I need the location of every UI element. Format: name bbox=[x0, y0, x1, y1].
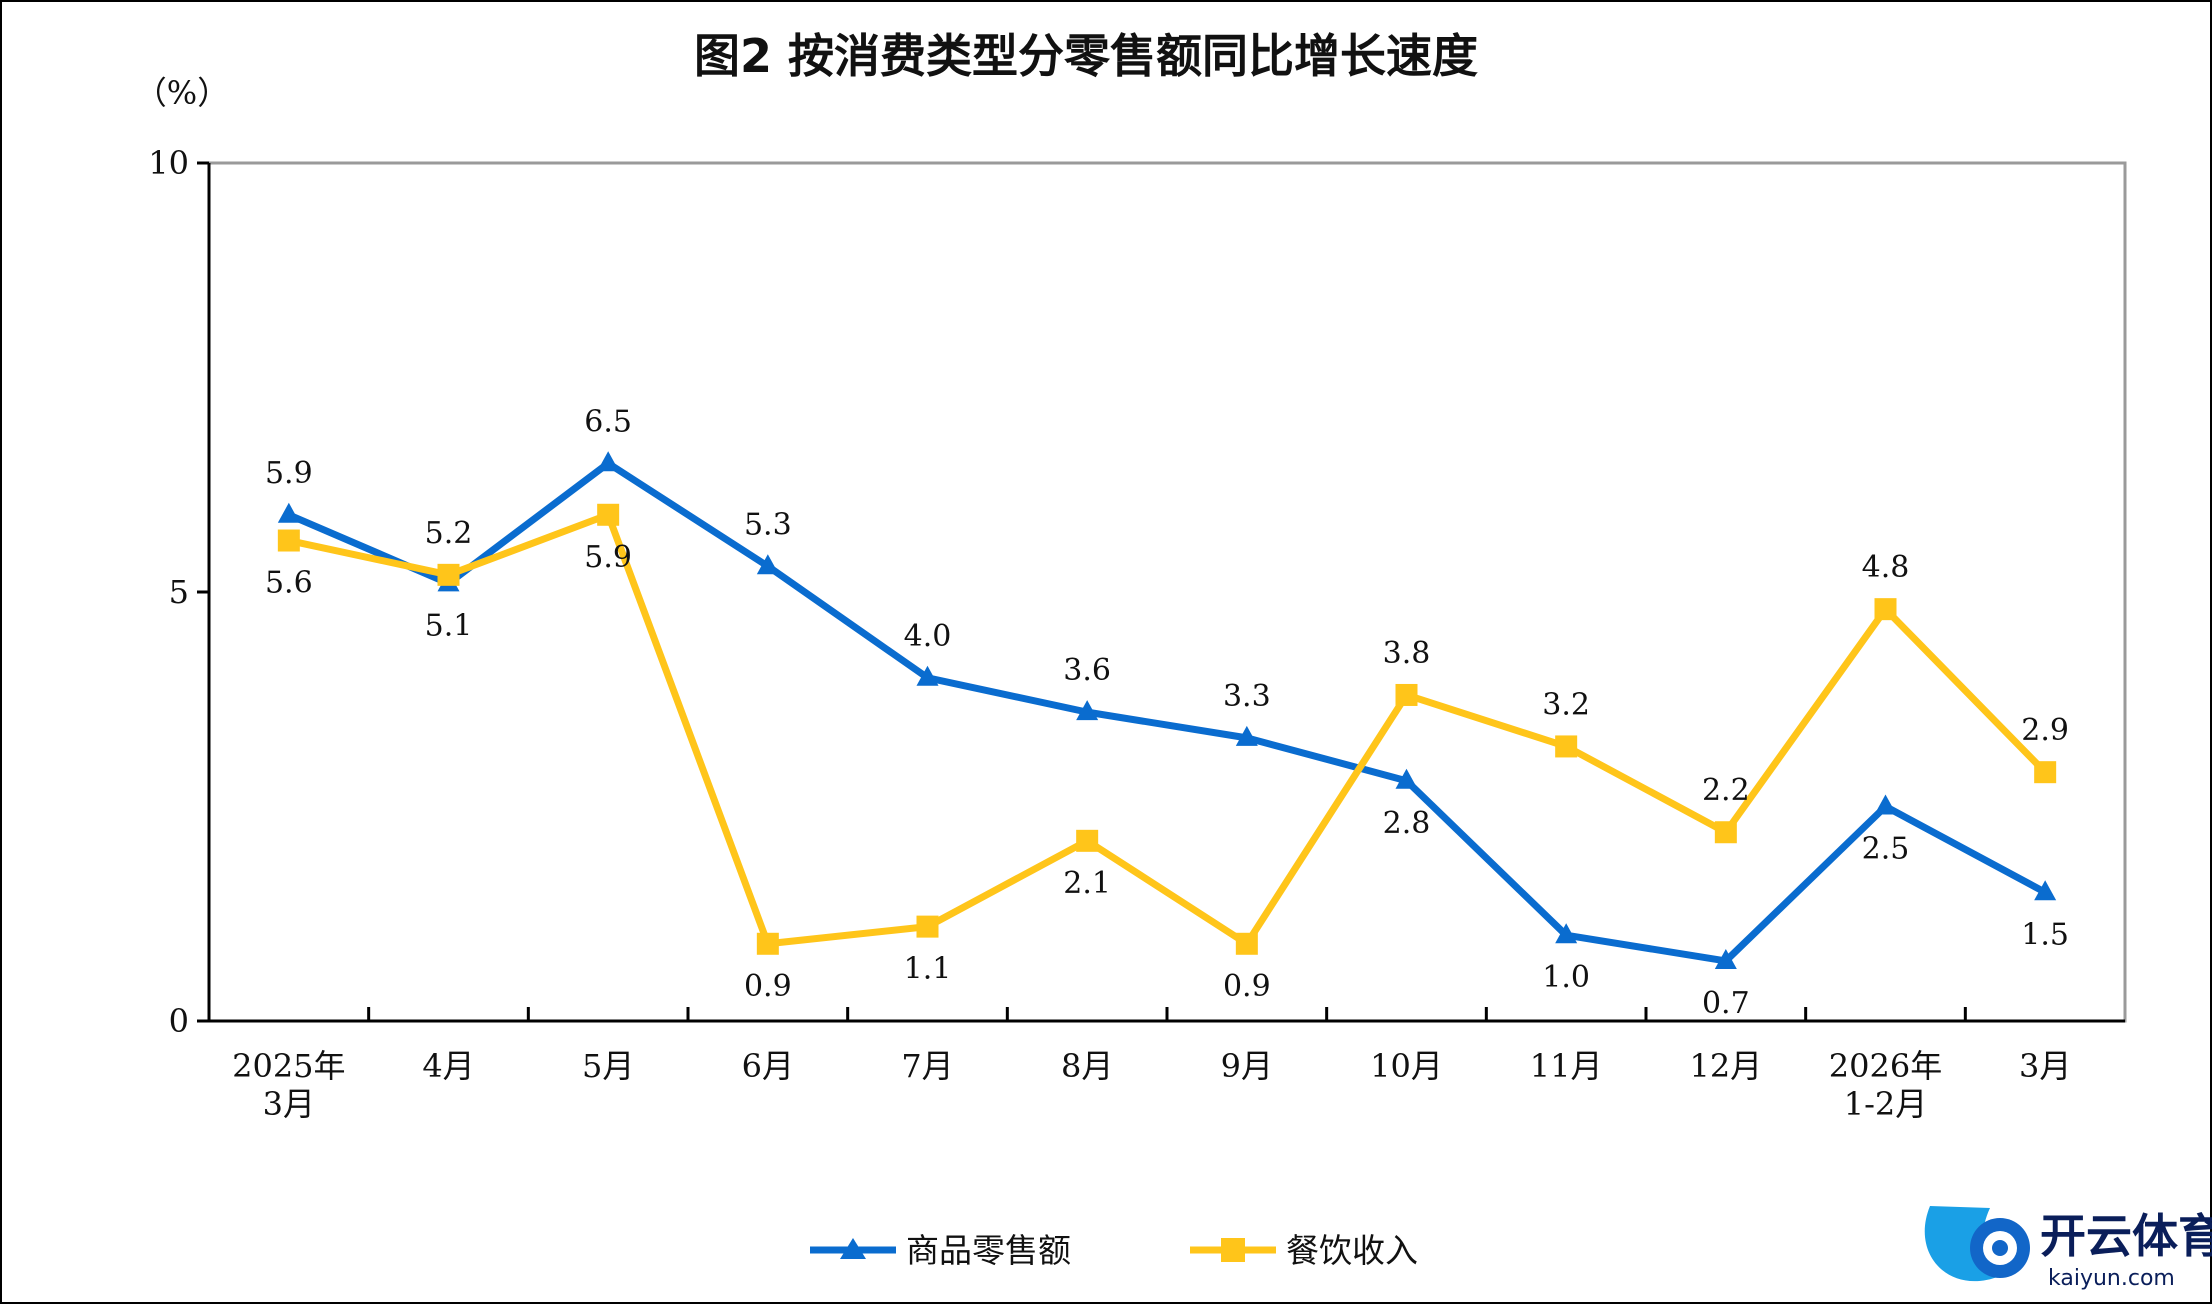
catering-series-line bbox=[288, 511, 2048, 948]
catering-value-label: 5.6 bbox=[265, 566, 313, 601]
triangle-marker-icon bbox=[840, 1238, 866, 1259]
x-tick-label: 4月 bbox=[422, 1047, 474, 1085]
x-tick-label: 2026年 bbox=[1829, 1047, 1942, 1085]
kaiyun-logo-icon bbox=[1924, 1206, 2030, 1282]
retail-value-label: 3.6 bbox=[1063, 653, 1111, 688]
catering-point bbox=[597, 503, 620, 526]
catering-point bbox=[437, 563, 460, 586]
x-tick-label: 3月 bbox=[2019, 1047, 2071, 1085]
catering-point bbox=[1874, 598, 1897, 621]
retail-value-label: 3.3 bbox=[1223, 679, 1271, 714]
x-tick-label: 7月 bbox=[901, 1047, 953, 1085]
catering-point bbox=[756, 932, 779, 955]
y-tick-label: 0 bbox=[169, 1002, 189, 1040]
retail-point bbox=[1395, 768, 1418, 789]
retail-value-label: 6.5 bbox=[584, 404, 632, 439]
x-tick-label: 1-2月 bbox=[1844, 1085, 1928, 1123]
catering-point bbox=[1395, 683, 1418, 706]
retail-value-label: 1.0 bbox=[1542, 960, 1590, 995]
retail-series-line bbox=[287, 459, 2047, 965]
retail-value-label: 5.1 bbox=[425, 608, 473, 643]
x-tick-label: 2025年 bbox=[232, 1047, 345, 1085]
retail-point bbox=[1555, 923, 1578, 944]
x-tick-label: 8月 bbox=[1061, 1047, 1113, 1085]
x-tick-label: 5月 bbox=[582, 1047, 634, 1085]
retail-value-label: 5.3 bbox=[744, 507, 792, 542]
x-tick-label: 3月 bbox=[263, 1085, 315, 1123]
catering-value-label: 0.9 bbox=[1223, 969, 1271, 1004]
catering-value-label: 5.9 bbox=[584, 540, 632, 575]
retail-value-label: 2.8 bbox=[1383, 806, 1431, 841]
catering-point bbox=[1555, 735, 1578, 758]
catering-value-label: 1.1 bbox=[904, 952, 952, 987]
catering-point bbox=[1076, 829, 1099, 852]
retail-value-label: 4.0 bbox=[904, 619, 952, 654]
retail-point bbox=[916, 665, 939, 686]
x-tick-label: 9月 bbox=[1221, 1047, 1273, 1085]
catering-value-label: 4.8 bbox=[1862, 550, 1910, 585]
y-tick-label: 10 bbox=[148, 144, 189, 182]
legend-label-catering: 餐饮收入 bbox=[1286, 1231, 1418, 1270]
legend: 商品零售额 餐饮收入 bbox=[810, 1231, 1418, 1270]
retail-point bbox=[2034, 880, 2057, 901]
catering-value-label: 2.9 bbox=[2021, 713, 2069, 748]
y-ticks: 0 5 10 bbox=[148, 144, 209, 1040]
catering-point bbox=[1714, 821, 1737, 844]
watermark-site: kaiyun.com bbox=[2048, 1266, 2175, 1291]
legend-label-retail: 商品零售额 bbox=[906, 1231, 1071, 1270]
watermark: 开云体育 kaiyun.com bbox=[1924, 1206, 2212, 1291]
series-layer bbox=[277, 451, 2057, 969]
catering-point bbox=[1235, 932, 1258, 955]
x-tick-label: 11月 bbox=[1530, 1047, 1603, 1085]
retail-point bbox=[1714, 948, 1737, 969]
catering-point bbox=[277, 529, 300, 552]
retail-value-label: 0.7 bbox=[1702, 986, 1750, 1021]
retail-value-label: 1.5 bbox=[2021, 917, 2069, 952]
data-labels: 5.9 5.1 6.5 5.3 4.0 3.6 3.3 2.8 1.0 0.7 2.5 1.5 5.6 5… bbox=[265, 404, 2069, 1021]
x-tick-label: 6月 bbox=[742, 1047, 794, 1085]
retail-point bbox=[597, 451, 620, 472]
chart-title: 图2 按消费类型分零售额同比增长速度 bbox=[694, 29, 1478, 83]
square-marker-icon bbox=[1221, 1238, 1245, 1262]
x-tick-label: 10月 bbox=[1370, 1047, 1443, 1085]
catering-point bbox=[2034, 761, 2057, 784]
retail-point bbox=[1076, 700, 1099, 721]
retail-point bbox=[756, 554, 779, 575]
retail-point bbox=[277, 502, 300, 523]
catering-value-label: 2.2 bbox=[1702, 773, 1750, 808]
y-tick-label: 5 bbox=[169, 573, 189, 611]
retail-point bbox=[1235, 725, 1258, 746]
catering-point bbox=[916, 915, 939, 938]
x-tick-label: 12月 bbox=[1689, 1047, 1762, 1085]
watermark-brand: 开云体育 bbox=[2040, 1209, 2212, 1263]
retail-point bbox=[1874, 794, 1897, 815]
catering-value-label: 2.1 bbox=[1063, 866, 1111, 901]
catering-value-label: 3.2 bbox=[1542, 687, 1590, 722]
retail-value-label: 2.5 bbox=[1862, 832, 1910, 867]
y-axis-unit: （%） bbox=[135, 74, 229, 112]
catering-value-label: 0.9 bbox=[744, 969, 792, 1004]
catering-value-label: 5.2 bbox=[425, 516, 473, 551]
catering-value-label: 3.8 bbox=[1383, 636, 1431, 671]
retail-value-label: 5.9 bbox=[265, 456, 313, 491]
